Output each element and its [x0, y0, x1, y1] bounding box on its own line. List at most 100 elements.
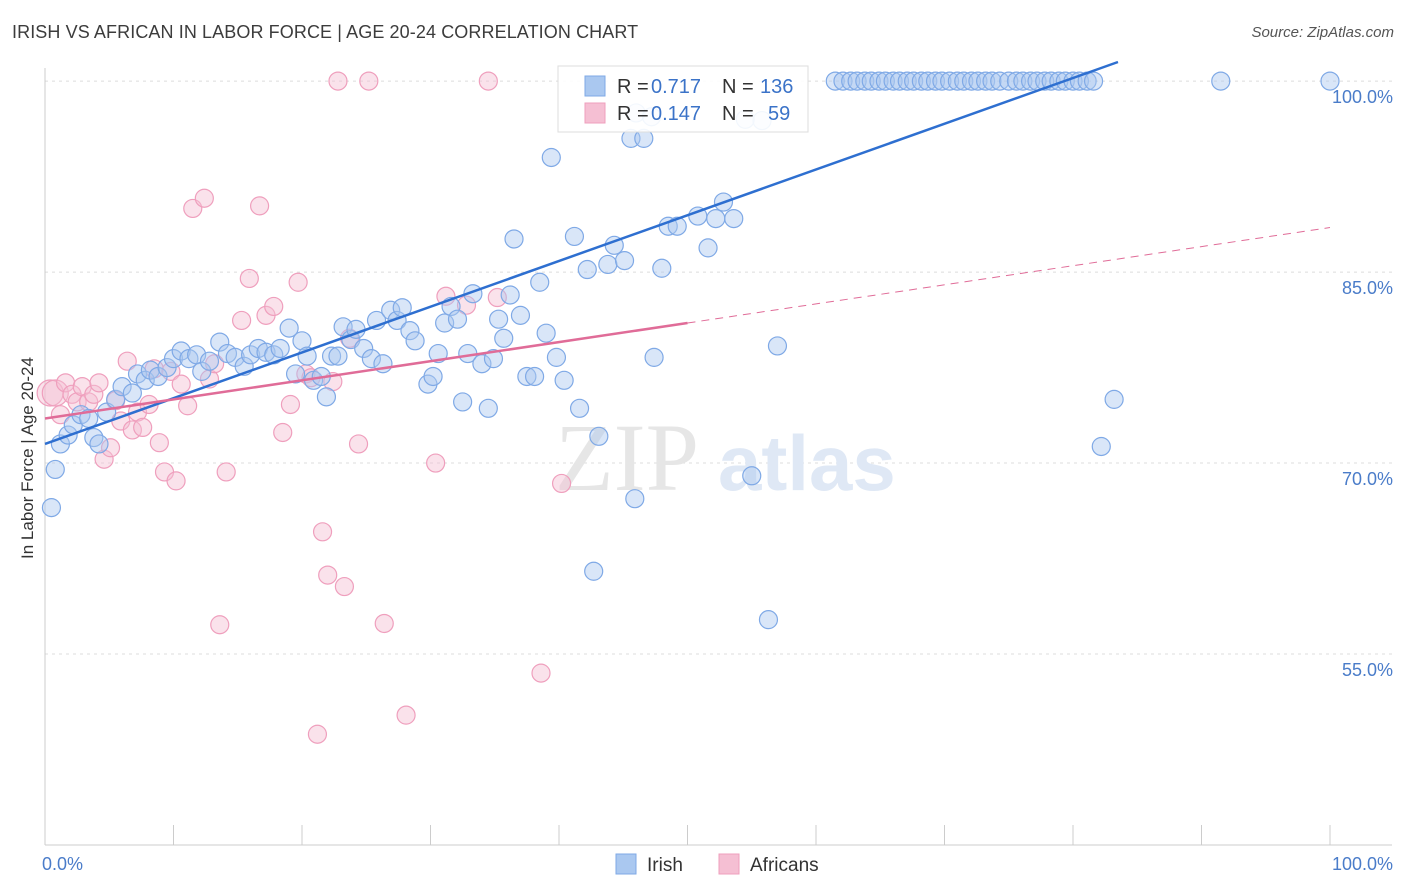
africans-point	[374, 613, 394, 634]
africans-point	[478, 71, 498, 91]
irish-point	[285, 364, 306, 384]
irish-point	[940, 71, 960, 91]
africans-point	[166, 471, 186, 491]
irish-point	[706, 209, 726, 229]
africans-point	[334, 576, 355, 597]
irish-n-label: N =	[722, 76, 754, 98]
bottom-legend: Irish Africans	[615, 853, 819, 876]
africans-point	[312, 522, 333, 542]
y-tick-label: 55.0%	[1342, 660, 1393, 680]
irish-point	[897, 71, 917, 91]
irish-point	[400, 321, 420, 341]
irish-point	[976, 71, 996, 91]
irish-n-value: 136	[760, 76, 793, 98]
irish-point	[530, 272, 550, 292]
irish-point	[405, 331, 425, 351]
africans-legend-swatch	[584, 102, 606, 124]
irish-point	[554, 370, 574, 390]
africans-point	[133, 417, 153, 437]
irish-point	[855, 71, 875, 91]
irish-point	[256, 342, 276, 362]
irish-point	[546, 347, 567, 367]
irish-r-value: 0.717	[651, 76, 701, 98]
irish-point	[644, 347, 664, 367]
irish-point	[825, 71, 845, 91]
irish-point	[904, 71, 924, 91]
irish-point	[1104, 389, 1124, 409]
irish-point	[41, 498, 62, 518]
irish-point	[758, 610, 779, 630]
irish-point	[569, 398, 590, 418]
y-tick-labels: 55.0% 70.0% 85.0% 100.0%	[1332, 87, 1393, 680]
axes	[44, 68, 1392, 846]
africans-point	[249, 196, 270, 216]
irish-point	[381, 300, 401, 320]
irish-point	[999, 71, 1019, 91]
chart-source: Source: ZipAtlas.com	[1251, 24, 1394, 41]
x-tick-label: 0.0%	[42, 854, 83, 874]
irish-point	[1020, 71, 1041, 91]
bottom-legend-africans-label: Africans	[750, 855, 819, 876]
irish-point	[1041, 71, 1061, 91]
africans-point	[328, 71, 348, 91]
irish-point	[1013, 71, 1033, 91]
africans-n-label: N =	[722, 103, 754, 125]
africans-point	[232, 310, 252, 331]
irish-point	[847, 71, 867, 91]
irish-point	[453, 392, 473, 412]
africans-r-value: 0.147	[651, 103, 701, 125]
africans-point	[171, 374, 191, 394]
irish-point	[423, 366, 443, 387]
irish-point	[861, 71, 881, 91]
irish-point	[1091, 436, 1111, 457]
irish-point	[489, 309, 509, 329]
irish-r-label: R =	[617, 76, 649, 98]
watermark: ZIP atlas	[555, 404, 896, 511]
africans-point	[216, 462, 236, 482]
trend-lines	[44, 60, 1331, 446]
irish-point	[45, 459, 65, 480]
africans-point	[288, 272, 308, 292]
irish-point	[435, 313, 455, 333]
irish-point	[954, 71, 974, 91]
africans-point	[359, 71, 379, 91]
y-tick-label: 100.0%	[1332, 87, 1393, 107]
africans-point	[89, 373, 109, 393]
africans-point	[307, 724, 328, 744]
y-tick-label: 70.0%	[1342, 469, 1393, 489]
irish-point	[1211, 71, 1231, 91]
irish-point	[961, 71, 982, 91]
africans-trend-line	[44, 321, 688, 420]
irish-legend-swatch	[584, 75, 606, 97]
irish-point	[478, 398, 498, 418]
irish-point	[89, 434, 109, 454]
irish-point	[135, 370, 155, 390]
irish-point	[589, 426, 609, 446]
irish-point	[918, 71, 938, 91]
irish-point	[564, 226, 585, 247]
africans-point	[456, 295, 477, 315]
africans-point	[551, 473, 572, 494]
africans-point	[318, 565, 338, 585]
irish-point	[625, 489, 645, 509]
irish-point	[614, 251, 635, 271]
irish-point	[316, 387, 337, 407]
irish-point	[510, 305, 531, 325]
irish-point	[925, 71, 946, 91]
irish-point	[428, 343, 448, 364]
africans-point	[94, 449, 114, 469]
grid-lines	[45, 80, 1392, 655]
stats-legend: R = 0.717 N = 136 R = 0.147 N = 59	[557, 65, 809, 133]
irish-point	[698, 238, 718, 258]
irish-point	[504, 229, 524, 249]
irish-point	[1006, 71, 1027, 91]
irish-point	[199, 351, 220, 371]
africans-point	[264, 296, 284, 317]
x-tick-label: 100.0%	[1332, 854, 1393, 874]
irish-trend-line	[44, 60, 1119, 446]
irish-point	[982, 71, 1002, 91]
series-irish	[41, 71, 1340, 630]
africans-point	[149, 433, 169, 453]
irish-point	[361, 349, 381, 369]
